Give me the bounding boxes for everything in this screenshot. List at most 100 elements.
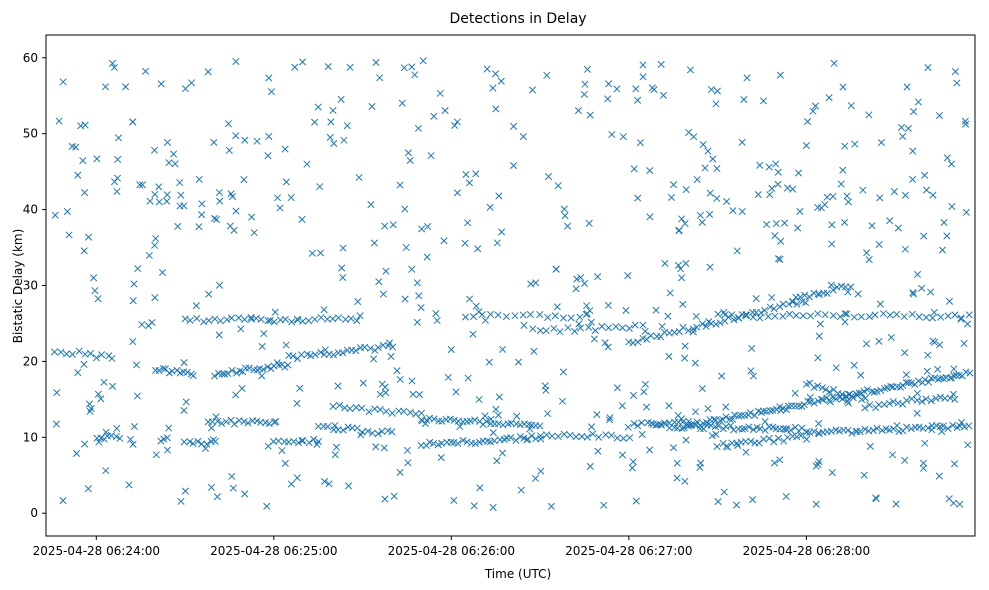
- data-point: [454, 439, 462, 448]
- data-point: [122, 83, 130, 91]
- data-point: [132, 361, 141, 369]
- data-point: [619, 434, 627, 442]
- data-point: [258, 372, 266, 380]
- data-point: [909, 288, 917, 297]
- data-point: [157, 437, 165, 445]
- data-point: [270, 318, 278, 326]
- data-point: [768, 184, 776, 192]
- data-point: [639, 321, 647, 329]
- data-point: [850, 361, 858, 369]
- data-point: [661, 259, 669, 268]
- data-point: [355, 173, 363, 182]
- data-point: [729, 207, 737, 215]
- data-point: [511, 312, 519, 320]
- data-point: [772, 160, 780, 168]
- data-point: [321, 346, 329, 354]
- data-point: [935, 112, 944, 120]
- data-point: [720, 488, 728, 496]
- data-point: [830, 59, 838, 67]
- data-point: [866, 401, 874, 409]
- data-point: [367, 200, 375, 209]
- data-point: [815, 332, 823, 340]
- data-point: [927, 288, 935, 296]
- data-point: [680, 424, 688, 432]
- data-point: [317, 348, 325, 356]
- data-point: [339, 349, 347, 357]
- data-point: [218, 370, 226, 378]
- data-point: [314, 103, 322, 111]
- data-point: [233, 369, 241, 377]
- data-point: [923, 186, 931, 194]
- data-point: [483, 65, 491, 73]
- data-point: [65, 231, 73, 239]
- data-point: [176, 179, 184, 187]
- data-point: [670, 423, 679, 432]
- data-point: [865, 255, 873, 264]
- data-point: [742, 312, 750, 320]
- x-tick-label: 2025-04-28 06:26:00: [388, 544, 515, 558]
- y-tick-label: 40: [23, 203, 38, 217]
- data-point: [963, 320, 972, 328]
- data-point: [698, 218, 706, 226]
- data-points: [50, 57, 974, 512]
- data-point: [706, 189, 714, 197]
- data-point: [905, 379, 913, 387]
- data-point: [733, 501, 741, 509]
- data-point: [826, 398, 834, 406]
- data-point: [487, 310, 495, 318]
- data-point: [901, 349, 909, 357]
- data-point: [182, 398, 190, 406]
- data-point: [682, 259, 690, 268]
- data-point: [761, 306, 769, 314]
- data-point: [81, 121, 89, 129]
- data-point: [581, 80, 589, 88]
- data-point: [209, 436, 218, 444]
- data-point: [792, 311, 800, 319]
- data-point: [232, 391, 240, 399]
- data-point: [787, 426, 795, 434]
- data-point: [821, 311, 829, 319]
- data-point: [113, 187, 121, 196]
- data-point: [489, 84, 497, 92]
- data-point: [708, 432, 716, 440]
- data-point: [799, 312, 807, 320]
- data-point: [737, 411, 745, 419]
- data-point: [876, 194, 884, 202]
- data-point: [281, 145, 289, 153]
- data-point: [180, 438, 188, 446]
- data-point: [863, 386, 871, 394]
- data-point: [337, 95, 345, 103]
- data-point: [198, 200, 206, 208]
- data-point: [240, 418, 248, 426]
- data-point: [801, 291, 809, 299]
- data-point: [948, 202, 956, 211]
- data-point: [353, 424, 361, 432]
- data-point: [782, 492, 790, 501]
- data-point: [490, 437, 498, 445]
- data-point: [712, 320, 720, 328]
- data-point: [110, 178, 119, 186]
- data-point: [678, 424, 686, 432]
- data-point: [677, 415, 686, 423]
- data-point: [872, 495, 880, 503]
- data-point: [216, 197, 224, 205]
- data-point: [554, 182, 562, 190]
- data-point: [844, 399, 852, 407]
- data-point: [531, 474, 540, 483]
- data-point: [576, 313, 584, 321]
- data-point: [743, 74, 751, 82]
- data-point: [273, 194, 282, 202]
- data-point: [558, 397, 567, 405]
- data-point: [186, 438, 194, 446]
- data-point: [372, 59, 380, 67]
- data-point: [151, 241, 159, 249]
- data-point: [713, 194, 721, 203]
- data-point: [658, 322, 666, 330]
- data-point: [897, 123, 905, 131]
- data-point: [734, 441, 742, 450]
- data-point: [564, 222, 572, 230]
- data-point: [536, 327, 544, 335]
- data-point: [921, 439, 929, 447]
- data-point: [110, 63, 118, 72]
- data-point: [259, 365, 267, 373]
